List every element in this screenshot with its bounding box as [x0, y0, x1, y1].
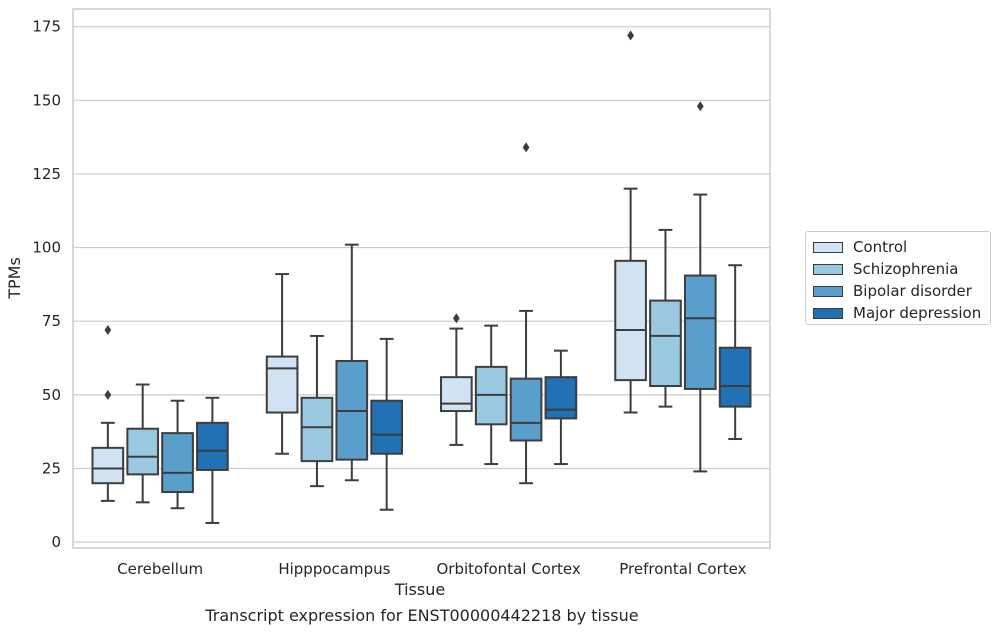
box-prefrontal-cortex-major-depression [718, 346, 752, 408]
box-hipppocampus-schizophrenia [300, 396, 334, 463]
box-cerebellum-control [91, 446, 125, 485]
box-group-hipppocampus [265, 243, 403, 511]
legend-label-control: Control [853, 238, 908, 256]
box-orbitofontal-cortex-control [440, 376, 473, 413]
outlier-orbitofontal-cortex-bipolar-disorder-0 [522, 142, 530, 153]
outlier-orbitofontal-cortex-control-0 [452, 313, 460, 324]
legend-swatch-major-depression [813, 307, 843, 319]
y-tick-label-100: 100 [32, 239, 61, 257]
box-hipppocampus-major-depression [370, 399, 403, 455]
legend-label-major-depression: Major depression [853, 304, 982, 322]
box-cerebellum-major-depression [196, 421, 229, 471]
box-group-prefrontal-cortex [614, 30, 752, 473]
legend-item-bipolar-disorder: Bipolar disorder [813, 281, 972, 301]
x-tick-label-orbitofontal-cortex: Orbitofontal Cortex [437, 560, 581, 578]
y-tick-label-75: 75 [42, 312, 61, 330]
x-tick-label-hipppocampus: Hipppocampus [278, 560, 390, 578]
y-axis-label: TPMs [5, 257, 24, 300]
legend: Control Schizophrenia Bipolar disorder M… [805, 231, 991, 325]
box-prefrontal-cortex-control [614, 259, 647, 382]
y-tick-labels: 0 25 50 75 100 125 150 175 [32, 18, 61, 551]
legend-swatch-control [813, 241, 843, 253]
outlier-prefrontal-cortex-control-0 [627, 30, 634, 41]
x-tick-labels: Cerebellum Hipppocampus Orbitofontal Corte… [117, 560, 746, 578]
box-orbitofontal-cortex-major-depression [544, 376, 578, 420]
chart-caption: Transcript expression for ENST0000044221… [205, 606, 639, 625]
box-cerebellum-bipolar-disorder [161, 432, 194, 494]
box-prefrontal-cortex-schizophrenia [649, 299, 682, 388]
outlier-cerebellum-control-1 [104, 325, 112, 336]
box-prefrontal-cortex-bipolar-disorder [683, 274, 717, 390]
x-axis-label: Tissue [394, 580, 445, 599]
legend-item-major-depression: Major depression [813, 303, 981, 323]
box-groups [91, 30, 752, 524]
legend-item-schizophrenia: Schizophrenia [813, 259, 958, 279]
x-tick-label-cerebellum: Cerebellum [117, 560, 203, 578]
y-tick-label-150: 150 [32, 91, 61, 109]
outlier-cerebellum-control-0 [104, 389, 112, 400]
outlier-prefrontal-cortex-bipolar-disorder-0 [696, 101, 704, 112]
x-tick-label-prefrontal-cortex: Prefrontal Cortex [619, 560, 746, 578]
y-tick-label-175: 175 [32, 18, 61, 36]
legend-swatch-bipolar-disorder [813, 285, 843, 297]
legend-label-bipolar-disorder: Bipolar disorder [853, 282, 972, 300]
legend-swatch-schizophrenia [813, 263, 843, 275]
box-group-orbitofontal-cortex [440, 142, 578, 485]
y-tick-label-125: 125 [32, 165, 61, 183]
box-hipppocampus-control [265, 355, 299, 414]
y-tick-label-25: 25 [42, 459, 61, 477]
box-group-cerebellum [91, 325, 229, 524]
legend-label-schizophrenia: Schizophrenia [853, 260, 959, 278]
y-tick-label-50: 50 [42, 386, 61, 404]
legend-item-control: Control [813, 237, 907, 257]
box-orbitofontal-cortex-bipolar-disorder [509, 377, 543, 442]
y-tick-label-0: 0 [51, 533, 61, 551]
box-cerebellum-schizophrenia [126, 427, 160, 476]
